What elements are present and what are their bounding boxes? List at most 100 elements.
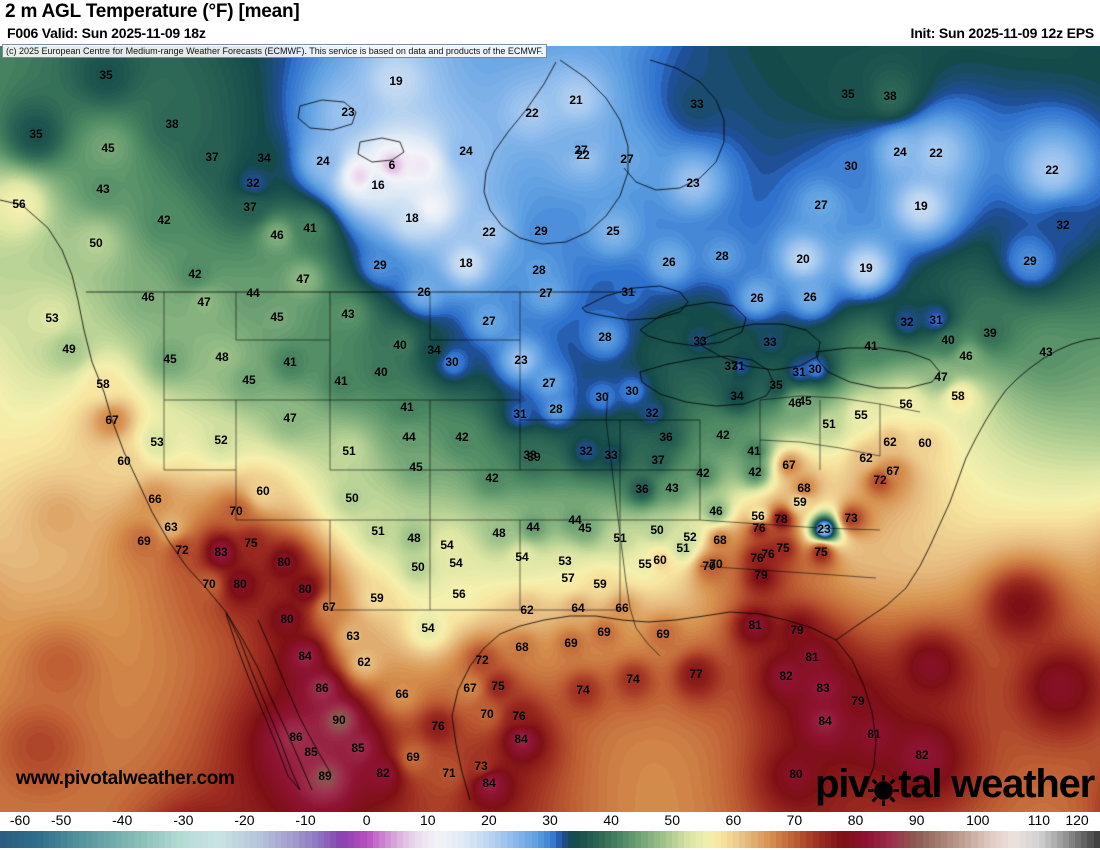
colorbar-segment [0, 831, 7, 848]
colorbar-segment [6, 831, 13, 848]
colorbar-segment [366, 831, 373, 848]
colorbar-segment [494, 831, 501, 848]
colorbar-segment [629, 831, 636, 848]
colorbar-segment [586, 831, 593, 848]
colorbar-segment [293, 831, 300, 848]
colorbar-tick: -30 [173, 812, 194, 828]
colorbar-segment [238, 831, 245, 848]
colorbar-segment [1087, 831, 1094, 848]
colorbar[interactable]: -60 -50 -40 -30 -20 -10 0 10 20 30 40 50 60 70 80 90 100… [0, 812, 1100, 850]
colorbar-segment [806, 831, 813, 848]
colorbar-segment [1093, 831, 1100, 848]
colorbar-segment [244, 831, 251, 848]
colorbar-tick: -50 [50, 812, 72, 828]
colorbar-segment [537, 831, 544, 848]
colorbar-segment [763, 831, 770, 848]
colorbar-segment [250, 831, 257, 848]
colorbar-segment [598, 831, 605, 848]
pivotal-weather-logo: piv [815, 762, 1095, 806]
colorbar-segment [873, 831, 880, 848]
colorbar-segment [531, 831, 538, 848]
colorbar-segment [507, 831, 514, 848]
colorbar-segment [617, 831, 624, 848]
colorbar-segment [281, 831, 288, 848]
brand-text-part2: tal weather [898, 762, 1095, 806]
colorbar-segment [36, 831, 43, 848]
colorbar-segment [574, 831, 581, 848]
colorbar-tick: 110 [1027, 812, 1051, 828]
temperature-field-canvas [0, 46, 1100, 812]
colorbar-segment [164, 831, 172, 848]
colorbar-segment [757, 831, 764, 848]
colorbar-segment [922, 831, 929, 848]
colorbar-segment [476, 831, 483, 848]
colorbar-segment [800, 831, 807, 848]
colorbar-segment [867, 831, 874, 848]
colorbar-segment [1075, 831, 1082, 848]
colorbar-tick: -40 [112, 812, 133, 828]
colorbar-segment [342, 831, 349, 848]
colorbar-segment [42, 831, 49, 848]
colorbar-segment [635, 831, 642, 848]
colorbar-tick: 30 [542, 812, 558, 828]
colorbar-segment [207, 831, 214, 848]
colorbar-segment [500, 831, 508, 848]
colorbar-segment [843, 831, 850, 848]
colorbar-segment [24, 831, 31, 848]
colorbar-segment [891, 831, 899, 848]
colorbar-segment [317, 831, 324, 848]
colorbar-segment [329, 831, 337, 848]
colorbar-segment [1050, 831, 1057, 848]
colorbar-segment [525, 831, 532, 848]
colorbar-tick: 60 [725, 812, 742, 828]
colorbar-segment [427, 831, 434, 848]
colorbar-segment [751, 831, 758, 848]
colorbar-segment [445, 831, 453, 848]
colorbar-segment [1001, 831, 1009, 848]
colorbar-segment [995, 831, 1002, 848]
colorbar-segment [959, 831, 966, 848]
colorbar-segment [1032, 831, 1039, 848]
colorbar-segment [855, 831, 862, 848]
colorbar-segment [103, 831, 110, 848]
colorbar-segment [641, 831, 648, 848]
colorbar-segment [1081, 831, 1088, 848]
colorbar-segment [653, 831, 660, 848]
colorbar-segment [916, 831, 923, 848]
valid-time-label: F006 Valid: Sun 2025-11-09 18z [7, 25, 206, 41]
colorbar-segment [91, 831, 98, 848]
colorbar-segment [403, 831, 410, 848]
temperature-map[interactable]: 35 35 45 43 56 50 53 49 58 38 37 34 32 37 42 46 41 24 42 47… [0, 46, 1100, 812]
colorbar-segment [696, 831, 703, 848]
colorbar-segment [684, 831, 691, 848]
colorbar-segment [733, 831, 740, 848]
colorbar-segment [268, 831, 275, 848]
colorbar-segment [983, 831, 990, 848]
colorbar-segment [183, 831, 190, 848]
colorbar-segment [171, 831, 178, 848]
colorbar-segment [610, 831, 618, 848]
colorbar-segment [488, 831, 495, 848]
colorbar-segment [97, 831, 104, 848]
colorbar-segment [690, 831, 697, 848]
colorbar-segment [232, 831, 239, 848]
colorbar-tick: 70 [786, 812, 803, 828]
colorbar-segment [934, 831, 941, 848]
colorbar-segment [885, 831, 892, 848]
colorbar-segment [421, 831, 428, 848]
colorbar-segment [54, 831, 62, 848]
colorbar-segment [708, 831, 715, 848]
colorbar-segment [116, 831, 123, 848]
colorbar-segment [623, 831, 630, 848]
colorbar-segment [79, 831, 86, 848]
colorbar-segment [128, 831, 135, 848]
colorbar-segment [568, 831, 575, 848]
colorbar-segment [647, 831, 654, 848]
colorbar-segment [775, 831, 782, 848]
colorbar-segment [965, 831, 972, 848]
colorbar-segment [739, 831, 746, 848]
colorbar-segment [458, 831, 465, 848]
colorbar-segment [256, 831, 263, 848]
colorbar-segment [311, 831, 318, 848]
colorbar-segment [1014, 831, 1021, 848]
